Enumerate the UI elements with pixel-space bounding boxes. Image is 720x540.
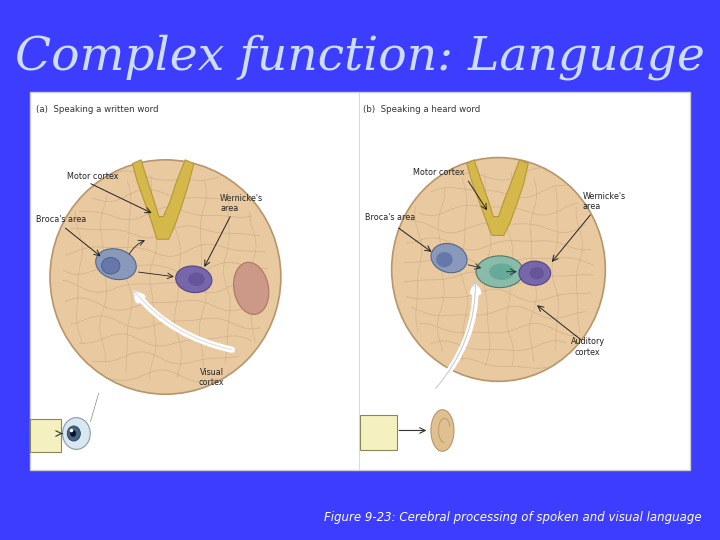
Ellipse shape (63, 417, 90, 449)
Text: Broca's area: Broca's area (365, 213, 415, 222)
Text: (b)  Speaking a heard word: (b) Speaking a heard word (364, 105, 480, 114)
FancyBboxPatch shape (30, 92, 690, 470)
Text: Spoken
words: Spoken words (364, 423, 392, 442)
Ellipse shape (519, 261, 551, 285)
Ellipse shape (392, 158, 606, 381)
Ellipse shape (490, 264, 514, 280)
Text: Motor cortex: Motor cortex (413, 168, 464, 177)
Ellipse shape (431, 244, 467, 273)
FancyBboxPatch shape (360, 415, 397, 450)
Ellipse shape (50, 160, 281, 394)
FancyBboxPatch shape (30, 419, 60, 453)
Ellipse shape (529, 267, 544, 279)
Ellipse shape (476, 256, 523, 288)
Ellipse shape (176, 266, 212, 293)
Ellipse shape (102, 258, 120, 274)
Text: Visual
cortex: Visual cortex (199, 368, 225, 387)
Polygon shape (132, 160, 194, 239)
Polygon shape (467, 160, 528, 235)
Text: Complex function: Language: Complex function: Language (15, 34, 705, 79)
Text: Figure 9-23: Cerebral processing of spoken and visual language: Figure 9-23: Cerebral processing of spok… (325, 511, 702, 524)
Ellipse shape (436, 252, 453, 267)
Text: Words
read: Words read (34, 426, 57, 445)
Ellipse shape (233, 262, 269, 314)
Ellipse shape (67, 426, 81, 441)
Text: Auditory
cortex: Auditory cortex (570, 338, 605, 357)
Ellipse shape (431, 410, 454, 451)
Ellipse shape (188, 273, 204, 286)
Text: (a)  Speaking a written word: (a) Speaking a written word (35, 105, 158, 114)
Text: Wernicke's
area: Wernicke's area (220, 194, 264, 213)
Text: Broca's area: Broca's area (35, 215, 86, 224)
Text: Motor cortex: Motor cortex (66, 172, 118, 181)
Ellipse shape (70, 430, 76, 437)
Ellipse shape (96, 249, 136, 280)
Text: Wernicke's
area: Wernicke's area (583, 192, 626, 211)
